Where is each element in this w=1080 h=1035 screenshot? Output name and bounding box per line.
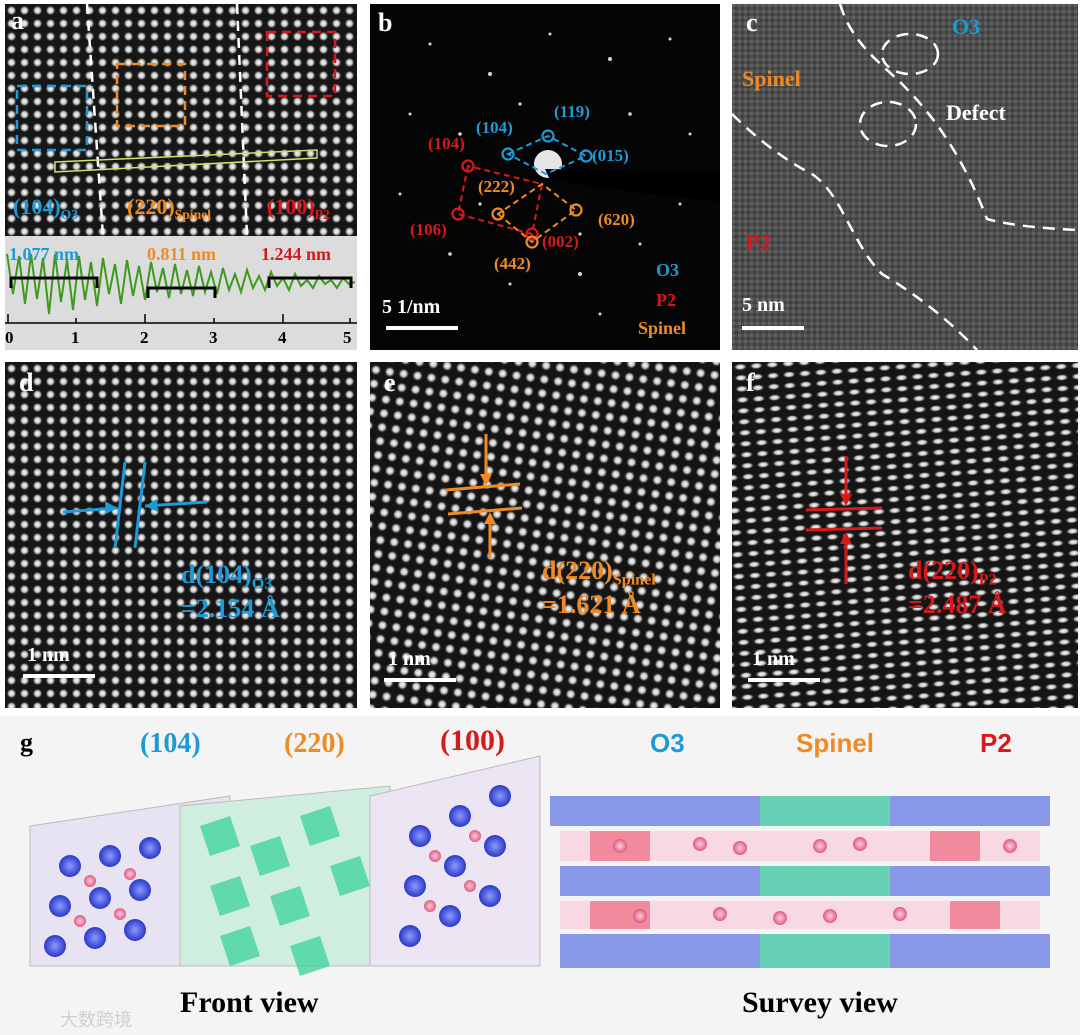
watermark: 大数跨境 <box>60 1010 132 1031</box>
front-view-model <box>29 755 541 976</box>
panel-label-c: c <box>746 8 758 37</box>
panel-b: b (104) (119) (015) (104) (222) (620) (1… <box>370 4 720 350</box>
front-plane-220: (220) <box>284 728 345 759</box>
zone-label-spinel: (220)Spinel <box>127 194 212 222</box>
survey-phase-spinel: Spinel <box>796 728 875 758</box>
axis-tick-5: 5 <box>343 328 352 347</box>
survey-view-model <box>550 796 1050 968</box>
scale-text-f: 1 nm <box>752 648 795 670</box>
o3-parallelogram <box>505 134 589 176</box>
axis-tick-1: 1 <box>71 328 80 347</box>
scale-bar-d <box>23 674 95 678</box>
axis-tick-3: 3 <box>209 328 218 347</box>
legend-spinel: Spinel <box>638 318 687 338</box>
caption-survey-view: Survey view <box>742 986 898 1019</box>
panel-f-image <box>732 362 1078 708</box>
scale-text-b: 5 1/nm <box>382 296 441 318</box>
spacing-o3: 1.077 nm <box>9 244 80 264</box>
spacing-p2: 1.244 nm <box>261 244 332 264</box>
diffraction-pattern <box>398 32 720 316</box>
panel-a-image <box>5 4 357 350</box>
spot-106: (106) <box>410 220 447 239</box>
axis-tick-0: 0 <box>5 328 14 347</box>
d-spacing-value-d: =2.154 Å <box>181 594 280 623</box>
panel-d-image <box>5 362 357 708</box>
panel-label-b: b <box>378 8 393 37</box>
region-o3: O3 <box>952 14 981 39</box>
panel-e-image <box>370 362 720 708</box>
scale-bar-e <box>384 678 456 682</box>
scale-text-e: 1 nm <box>388 648 431 670</box>
spot-015: (015) <box>592 146 629 165</box>
zone-label-p2: (100)P2 <box>267 194 330 222</box>
panel-c-image <box>732 4 1078 350</box>
spacing-spinel: 0.811 nm <box>147 244 217 264</box>
legend-p2: P2 <box>656 290 676 310</box>
caption-front-view: Front view <box>180 986 319 1019</box>
panel-g: g (104) (220) (100) O3 Spinel P2 Front v… <box>0 716 1080 1035</box>
survey-phase-o3: O3 <box>650 728 685 758</box>
d-spacing-label-f: d(220)P2 <box>908 556 997 589</box>
spot-442: (442) <box>494 254 531 273</box>
zone-label-o3: (104)O3 <box>13 194 79 222</box>
panel-label-e: e <box>384 368 396 397</box>
region-spinel: Spinel <box>742 66 801 91</box>
scale-bar-f <box>748 678 820 682</box>
scale-bar-c <box>742 326 804 330</box>
axis-tick-4: 4 <box>278 328 287 347</box>
crystal-structure-models <box>29 755 1050 976</box>
panel-e: e d(220)Spinel =1.621 Å 1 nm <box>370 362 720 708</box>
panel-a: a (104)O3 (220)Spinel (100)P2 1.077 nm 0… <box>5 4 357 350</box>
panel-label-a: a <box>11 6 24 35</box>
front-plane-100: (100) <box>440 724 505 757</box>
panel-label-d: d <box>19 368 34 397</box>
legend-o3: O3 <box>656 260 680 280</box>
spot-119: (119) <box>554 102 590 121</box>
spot-104-o3: (104) <box>476 118 513 137</box>
region-p2: P2 <box>746 230 771 255</box>
d-spacing-label-d: d(104)O3 <box>181 560 273 593</box>
spot-620: (620) <box>598 210 635 229</box>
panel-label-f: f <box>746 368 755 397</box>
survey-phase-p2: P2 <box>980 728 1012 758</box>
scale-text-d: 1 nm <box>27 644 70 666</box>
panel-c: c O3 Spinel Defect P2 5 nm <box>732 4 1078 350</box>
d-spacing-value-e: =1.621 Å <box>542 590 641 619</box>
scale-bar-b <box>386 326 458 330</box>
panel-label-g: g <box>20 728 33 757</box>
p2-parallelogram <box>456 164 544 236</box>
region-defect: Defect <box>946 100 1006 125</box>
panel-f: f d(220)P2 =2.487 Å 1 nm <box>732 362 1078 708</box>
spot-222: (222) <box>478 177 515 196</box>
d-spacing-label-e: d(220)Spinel <box>542 556 656 589</box>
scale-text-c: 5 nm <box>742 294 785 316</box>
spot-002: (002) <box>542 232 579 251</box>
front-plane-104: (104) <box>140 728 201 759</box>
spot-104-p2: (104) <box>428 134 465 153</box>
axis-tick-2: 2 <box>140 328 149 347</box>
panel-d: d d(104)O3 =2.154 Å 1 nm <box>5 362 357 708</box>
d-spacing-value-f: =2.487 Å <box>908 590 1007 619</box>
